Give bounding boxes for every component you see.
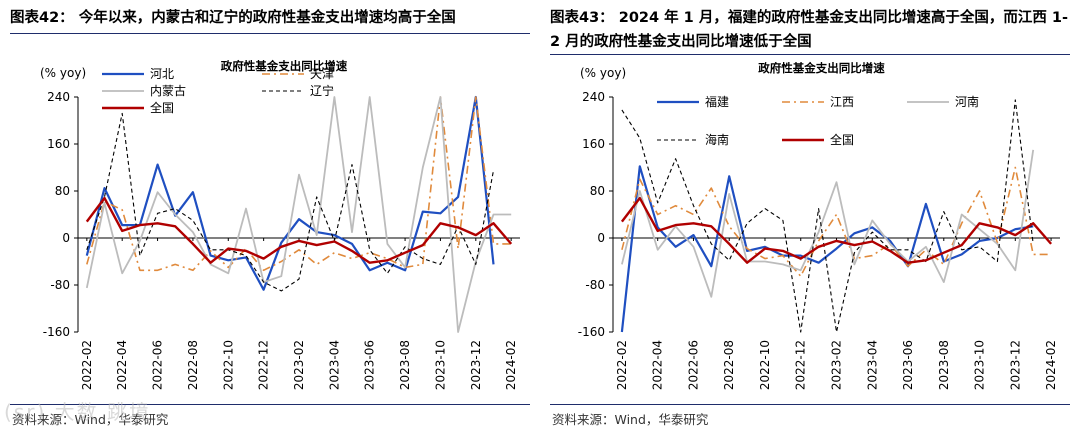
y-axis-label: (% yoy) xyxy=(580,66,626,80)
legend-label: 全国 xyxy=(830,132,854,147)
source-rule xyxy=(550,404,1070,405)
series-line-全国 xyxy=(620,196,1053,264)
watermark: (sr) 大数 跳境 xyxy=(4,400,151,424)
x-tick-label: 2022-12 xyxy=(794,340,808,390)
source-note: 资料来源：Wind，华泰研究 xyxy=(12,412,169,427)
series-line-河南 xyxy=(621,149,1035,298)
legend-label: 河北 xyxy=(150,67,174,81)
x-tick-label: 2023-04 xyxy=(327,340,341,390)
series-line-内蒙古 xyxy=(85,96,512,333)
source-note: 资料来源：Wind，华泰研究 xyxy=(552,412,709,427)
series-line-海南 xyxy=(621,99,1034,333)
x-tick-label: 2022-02 xyxy=(615,340,629,390)
source-rule xyxy=(10,404,530,405)
x-tick-label: 2022-04 xyxy=(115,340,129,390)
title-rule xyxy=(10,33,530,34)
line-chart: 政府性基金支出同比增速 (% yoy) -160 -80 0 80 160 240 2022-0… xyxy=(40,59,520,390)
series-line-全国 xyxy=(85,196,513,264)
x-tick-label: 2022-06 xyxy=(151,340,165,390)
x-tick-label: 2023-04 xyxy=(865,340,879,390)
y-axis-label: (% yoy) xyxy=(40,66,86,80)
y-tick-label: 240 xyxy=(47,90,70,104)
x-tick-label: 2023-08 xyxy=(937,340,951,390)
x-tick-label: 2022-12 xyxy=(257,340,271,390)
legend-label: 全国 xyxy=(150,100,174,115)
x-tick-label: 2023-06 xyxy=(901,340,915,390)
x-tick-label: 2022-08 xyxy=(722,340,736,390)
y-tick-label: -160 xyxy=(43,325,70,339)
y-tick-label: 160 xyxy=(582,137,605,151)
x-tick-label: 2023-02 xyxy=(292,340,306,390)
x-tick-label: 2022-08 xyxy=(186,340,200,390)
title-rule xyxy=(550,54,1070,55)
y-tick-label: 240 xyxy=(582,90,605,104)
x-tick-label: 2022-04 xyxy=(651,340,665,390)
chart-subtitle: 政府性基金支出同比增速 xyxy=(758,61,885,75)
x-tick-label: 2022-10 xyxy=(221,340,235,390)
x-tick-label: 2023-08 xyxy=(398,340,412,390)
legend-label: 福建 xyxy=(705,94,729,109)
x-tick-label: 2023-12 xyxy=(469,340,483,390)
y-tick-label: -80 xyxy=(50,278,70,292)
x-tick-label: 2023-12 xyxy=(1008,340,1022,390)
series-line-辽宁 xyxy=(86,112,495,292)
y-tick-label: -160 xyxy=(578,325,605,339)
y-tick-label: 0 xyxy=(597,231,605,245)
line-chart: 政府性基金支出同比增速 (% yoy) -160 -80 0 80 160 240 2022-0… xyxy=(578,61,1060,390)
legend-label: 辽宁 xyxy=(310,83,334,98)
legend-label: 江西 xyxy=(830,95,854,109)
x-tick-label: 2023-06 xyxy=(363,340,377,390)
x-tick-label: 2022-02 xyxy=(80,340,94,390)
chart-title: 图表43： 2024 年 1 月，福建的政府性基金支出同比增速高于全国，而江西 … xyxy=(550,10,1068,50)
series-group xyxy=(85,95,513,333)
y-tick-label: 0 xyxy=(62,231,70,245)
x-tick-label: 2024-02 xyxy=(504,340,518,390)
chart-title: 图表42： 今年以来，内蒙古和辽宁的政府性基金支出增速均高于全国 xyxy=(10,10,456,26)
x-tick-label: 2022-06 xyxy=(686,340,700,390)
chart-subtitle: 政府性基金支出同比增速 xyxy=(221,59,348,73)
chart-panel-right: 图表43： 2024 年 1 月，福建的政府性基金支出同比增速高于全国，而江西 … xyxy=(540,0,1080,437)
x-tick-label: 2023-10 xyxy=(973,340,987,390)
chart-panel-left: 图表42： 今年以来，内蒙古和辽宁的政府性基金支出增速均高于全国 政府性基金支出… xyxy=(4,10,530,427)
legend-label: 内蒙古 xyxy=(150,83,186,98)
y-tick-label: -80 xyxy=(585,278,605,292)
series-line-福建 xyxy=(620,165,1034,333)
legend-label: 河南 xyxy=(955,94,979,109)
y-tick-label: 80 xyxy=(590,184,605,198)
x-tick-label: 2022-10 xyxy=(758,340,772,390)
y-tick-label: 160 xyxy=(47,137,70,151)
legend-label: 天津 xyxy=(310,67,334,81)
legend-label: 海南 xyxy=(705,132,729,147)
series-line-河北 xyxy=(85,95,495,291)
x-tick-label: 2023-02 xyxy=(830,340,844,390)
series-line-江西 xyxy=(621,166,1052,277)
series-group xyxy=(620,99,1053,333)
x-tick-label: 2024-02 xyxy=(1044,340,1058,390)
y-tick-label: 80 xyxy=(55,184,70,198)
x-tick-label: 2023-10 xyxy=(433,340,447,390)
